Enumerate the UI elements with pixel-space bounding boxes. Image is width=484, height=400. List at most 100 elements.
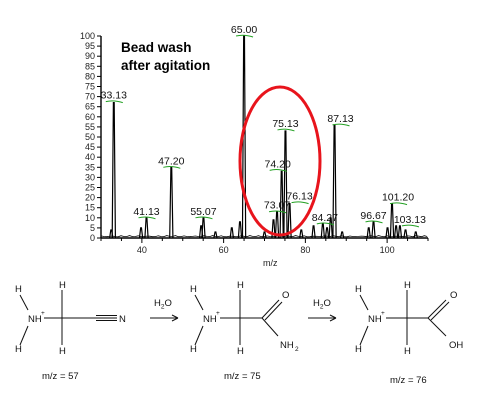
- reaction-scheme: [19, 290, 450, 346]
- minor-peak: [413, 231, 418, 239]
- minor-peak: [311, 225, 316, 239]
- charge-plus: +: [41, 310, 45, 317]
- spectrum-peak: [111, 102, 116, 239]
- atom-h: H: [15, 344, 22, 355]
- mz-label-2: m/z = 75: [224, 371, 261, 382]
- y-tick-label: 50: [85, 132, 95, 142]
- atom-nh: NH: [368, 314, 382, 325]
- highlight-ellipse: [238, 85, 322, 237]
- y-tick-label: 15: [85, 203, 95, 213]
- y-tick-label: 5: [90, 223, 95, 233]
- atom-n: N: [119, 314, 126, 325]
- y-tick-label: 60: [85, 112, 95, 122]
- spectrum-peak: [274, 211, 280, 239]
- x-tick-label: 100: [380, 245, 395, 255]
- peak-group: 33.13 41.13 47.20 55.07 65.00 73.07 74.20 75.13…: [100, 24, 428, 239]
- spectrum-peak: [279, 170, 284, 239]
- atom-h: H: [15, 284, 22, 295]
- atom-h: H: [237, 280, 244, 291]
- mz-label-3: m/z = 76: [390, 375, 427, 386]
- spectrum-peak: [169, 166, 174, 239]
- peak-label-marker: [389, 202, 408, 206]
- minor-peak: [339, 231, 345, 239]
- peak-label: 103.13: [394, 214, 426, 226]
- minor-peak: [299, 229, 304, 239]
- atom-nh: NH: [203, 314, 217, 325]
- y-tick-label: 20: [85, 193, 95, 203]
- minor-peak: [328, 217, 333, 239]
- y-tick-label: 95: [85, 41, 95, 51]
- arrow-2-reagent: H2O: [313, 298, 331, 311]
- y-tick-label: 90: [85, 51, 95, 61]
- peak-label-marker: [163, 166, 181, 169]
- spectrum-title-line1: Bead wash: [121, 40, 192, 55]
- subscript-2: 2: [295, 346, 299, 353]
- peak-label-marker: [138, 216, 156, 220]
- spectrum-peak: [320, 223, 326, 239]
- scheme-labels: H H NH + H H N H H NH + H H O NH 2 H H N…: [15, 280, 463, 386]
- spectrum-peak: [371, 221, 376, 239]
- charge-plus: +: [216, 310, 220, 317]
- peak-label: 74.20: [265, 158, 291, 170]
- peak-label: 84.27: [312, 212, 338, 224]
- charge-plus: +: [381, 310, 385, 317]
- peak-label-marker: [235, 34, 254, 38]
- y-tick-label: 75: [85, 82, 95, 92]
- y-tick-label: 25: [85, 183, 95, 193]
- molecule-aminoacetonitrile: [19, 290, 117, 346]
- y-tick-label: 55: [85, 122, 95, 132]
- peak-label-marker: [195, 216, 213, 220]
- baseline-trace: [100, 235, 428, 238]
- peak-label-marker: [291, 201, 309, 205]
- atom-nh: NH: [280, 340, 294, 351]
- peak-label: 65.00: [231, 24, 257, 36]
- x-axis-ticks: 40 60 80 100: [100, 238, 429, 255]
- atom-o: O: [450, 290, 457, 301]
- peak-label-marker: [269, 169, 287, 172]
- minor-peak: [213, 231, 218, 239]
- peak-label-marker: [277, 128, 295, 132]
- y-tick-label: 45: [85, 142, 95, 152]
- arrow-1-reagent: H2O: [154, 298, 172, 311]
- x-tick-label: 80: [300, 245, 310, 255]
- x-tick-label: 60: [219, 245, 229, 255]
- minor-peak: [237, 221, 243, 239]
- spectrum-peak: [144, 217, 149, 239]
- spectrum-peak: [397, 225, 403, 239]
- reaction-arrow-1: [150, 314, 179, 322]
- atom-h: H: [355, 284, 362, 295]
- x-tick-label: 40: [137, 245, 147, 255]
- atom-h: H: [404, 280, 411, 291]
- peak-label: 87.13: [327, 113, 353, 125]
- spectrum-peak: [287, 203, 292, 239]
- y-tick-label: 100: [80, 31, 95, 41]
- minor-peak: [385, 227, 390, 239]
- atom-oh: OH: [449, 340, 463, 351]
- peak-label-marker: [316, 222, 334, 226]
- minor-peak: [393, 225, 399, 239]
- peak-label: 73.07: [264, 200, 290, 212]
- y-axis-ticks: 0510152025303540455055606570758085909510…: [80, 31, 101, 243]
- peak-label: 75.13: [272, 118, 298, 130]
- minor-peak: [271, 219, 276, 239]
- mz-label-1: m/z = 57: [42, 371, 79, 382]
- x-axis-label: m/z: [263, 258, 278, 268]
- peak-label: 33.13: [101, 90, 127, 102]
- atom-h: H: [355, 344, 362, 355]
- spectrum-title-line2: after agitation: [121, 58, 210, 73]
- y-tick-label: 10: [85, 213, 95, 223]
- atom-h: H: [59, 280, 66, 291]
- spectrum-peak: [283, 130, 288, 239]
- minor-peak: [229, 227, 234, 239]
- peak-label-marker: [332, 123, 350, 127]
- reaction-arrow-2: [308, 314, 337, 322]
- y-tick-label: 40: [85, 152, 95, 162]
- atom-h: H: [190, 344, 197, 355]
- y-tick-label: 35: [85, 162, 95, 172]
- y-tick-label: 0: [90, 233, 95, 243]
- peak-label-marker: [365, 220, 383, 224]
- spectrum-peak: [201, 217, 206, 239]
- peak-label: 76.13: [286, 191, 312, 203]
- atom-h: H: [59, 346, 66, 357]
